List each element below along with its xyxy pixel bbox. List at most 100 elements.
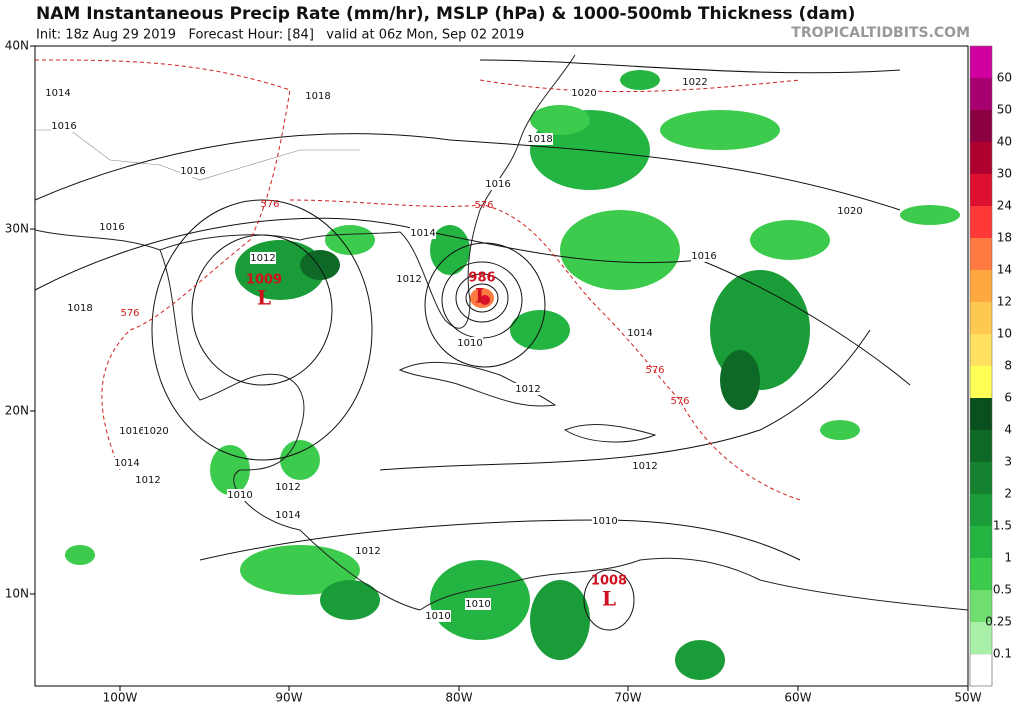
label-bg [571,87,597,99]
precip-area [320,580,380,620]
isobar-label: 1012 [135,475,160,486]
center-pressure: 1008 [591,574,627,589]
isobar-label: 1016 [691,251,716,262]
colorbar-segment [970,526,992,558]
label-bg [527,133,553,145]
isobar-label: 1018 [305,91,330,102]
isobar-label: 1012 [632,461,657,472]
label-bg [143,425,169,437]
colorbar-segment [970,430,992,462]
lon-label: 90W [275,691,302,705]
label-bg [485,178,511,190]
label-bg [135,474,161,486]
thickness-line [479,79,801,93]
isobar-label: 1016 [51,121,76,132]
precip-area [430,225,470,275]
isobar-label: 1016 [99,222,124,233]
lon-label: 60W [784,691,811,705]
colorbar-segment [970,174,992,206]
isobar [465,283,499,313]
colorbar-frame [969,45,993,687]
label-bg [227,489,253,501]
colorbar-segment [970,334,992,366]
label-bg [51,120,77,132]
precip-area [750,220,830,260]
isobar-label: 1010 [465,599,490,610]
precip-area [530,105,590,135]
colorbar-label: 24 [997,199,1012,213]
subtitle: Init: 18z Aug 29 2019 Forecast Hour: [84… [36,28,524,43]
colorbar-segment [970,366,992,398]
colorbar-label: 2 [1004,487,1012,501]
colorbar: 0.1 0.25 0.5 1 1.5 2 3 4 6 8 10 12 14 18 24 30 40 50 60 [969,45,1012,687]
coast [419,557,969,611]
colorbar-segment [970,590,992,622]
colorbar-label: 12 [997,295,1012,309]
coast [34,229,421,611]
label-bg [682,76,708,88]
label-bg [180,165,206,177]
thickness-line [289,199,801,501]
label-bg [592,515,618,527]
isobar-label: 1010 [425,611,450,622]
label-bg [275,509,301,521]
label-bg [627,327,653,339]
thickness-label: 576 [120,308,139,319]
thickness-lines [34,59,801,501]
isobar-label: 1010 [227,490,252,501]
lat-label: 30N [5,222,29,236]
colorbar-label: 30 [997,167,1012,181]
precip-area [720,350,760,410]
label-bg [67,302,93,314]
colorbar-label: 0.5 [993,583,1012,597]
colorbar-segment [970,46,992,78]
label-bg [45,87,71,99]
isobar [583,569,635,631]
watermark: TROPICALTIDBITS.COM [791,25,970,41]
colorbar-segment [970,78,992,110]
isobar-label: 1018 [67,303,92,314]
precip-area [675,640,725,680]
precip-area [530,580,590,660]
colorbar-segment [970,238,992,270]
label-bg [355,545,381,557]
isobar [34,133,901,211]
colorbar-label: 0.1 [993,647,1012,661]
lat-label: 10N [5,587,29,601]
precip-area [280,440,320,480]
isobar-label: 1016 [180,166,205,177]
isobar-label: 1016 [119,426,144,437]
isobar-label: 1014 [627,328,652,339]
precip-area [560,210,680,290]
precip-area [900,205,960,225]
isobar-label: 1012 [355,546,380,557]
colorbar-segment [969,653,993,687]
lat-label: 20N [5,404,29,418]
isobar-label: 1010 [592,516,617,527]
label-bg [457,337,483,349]
thickness-label: 576 [670,396,689,407]
isobar-label: 1012 [275,482,300,493]
isobar-label: 1014 [275,510,300,521]
label-bg [632,460,658,472]
precip-area [65,545,95,565]
isobar-label: 1016 [485,179,510,190]
isobar-label: 1022 [682,77,707,88]
isobar-label: 1012 [396,274,421,285]
colorbar-label: 50 [997,103,1012,117]
isobar [379,329,871,471]
colorbar-label: 0.25 [985,615,1012,629]
precip-area [660,110,780,150]
colorbar-segment [970,206,992,238]
isobar-label: 1020 [571,88,596,99]
colorbar-segment [970,142,992,174]
label-bg [119,425,145,437]
thickness-label: 576 [474,200,493,211]
island [398,361,557,407]
center-symbol: L [257,286,271,310]
thickness-label: 576 [645,365,664,376]
isobar [199,519,801,561]
colorbar-label: 4 [1004,423,1012,437]
center-symbol: L [475,284,489,308]
